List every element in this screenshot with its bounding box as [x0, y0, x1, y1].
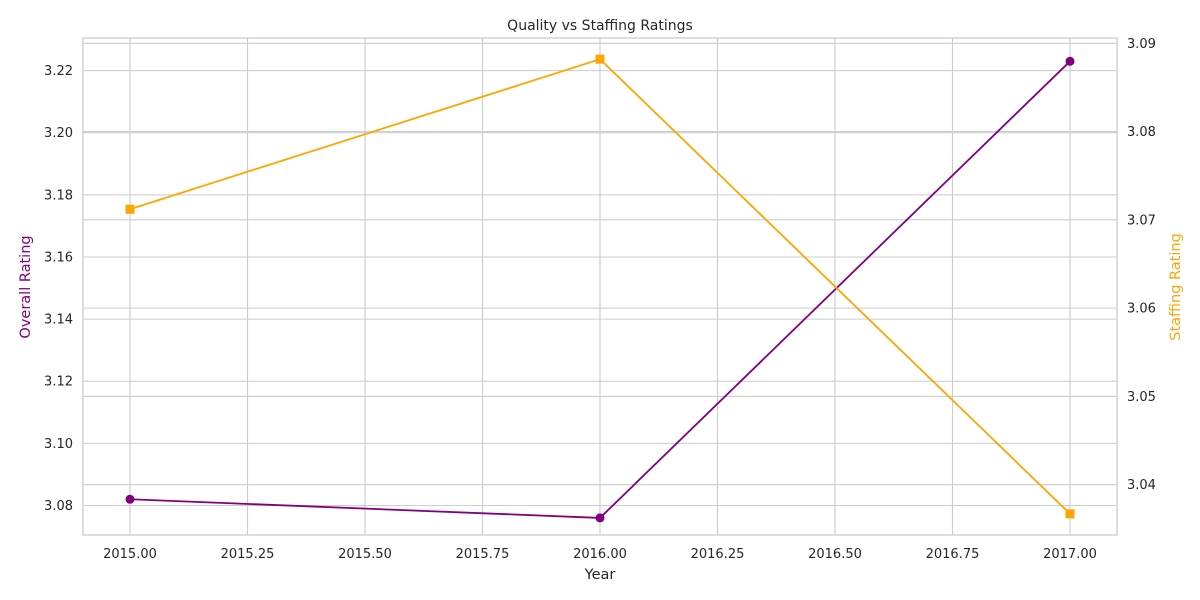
y-right-tick-label: 3.08 — [1127, 125, 1156, 140]
grid-layer — [83, 38, 1117, 535]
spine-layer — [82, 37, 1118, 536]
staffing-rating-point — [125, 204, 135, 214]
y-left-tick-label: 3.12 — [44, 375, 73, 390]
staffing-rating-point — [595, 54, 605, 64]
y-right-tick-label: 3.07 — [1127, 213, 1156, 228]
x-tick-label: 2016.25 — [691, 547, 745, 562]
y-left-tick-label: 3.22 — [44, 64, 73, 79]
chart-title: Quality vs Staffing Ratings — [507, 18, 693, 34]
x-axis-label: Year — [584, 567, 616, 583]
x-tick-label: 2015.50 — [338, 547, 392, 562]
overall-rating-point — [1065, 56, 1075, 66]
overall-rating-point — [125, 494, 135, 504]
y-left-tick-label: 3.16 — [44, 250, 73, 265]
y-right-tick-label: 3.05 — [1127, 390, 1156, 405]
y-axis-right-label: Staffing Rating — [1168, 233, 1184, 341]
x-tick-label: 2015.00 — [103, 547, 157, 562]
tick-layer: 2015.00 2015.25 2015.50 2015.75 2016.00 2016.… — [44, 37, 1156, 562]
y-axis-left-label: Overall Rating — [18, 235, 34, 338]
y-left-tick-label: 3.14 — [44, 313, 73, 328]
y-right-tick-label: 3.04 — [1127, 478, 1156, 493]
x-tick-label: 2015.25 — [221, 547, 275, 562]
x-tick-label: 2017.00 — [1043, 547, 1097, 562]
x-tick-label: 2015.75 — [456, 547, 510, 562]
y-left-tick-label: 3.18 — [44, 188, 73, 203]
y-right-tick-label: 3.06 — [1127, 302, 1156, 317]
y-left-tick-label: 3.08 — [44, 499, 73, 514]
y-left-tick-label: 3.20 — [44, 126, 73, 141]
x-tick-label: 2016.00 — [573, 547, 627, 562]
y-left-tick-label: 3.10 — [44, 437, 73, 452]
y-right-tick-label: 3.09 — [1127, 37, 1156, 52]
overall-rating-point — [595, 513, 605, 523]
plot-frame — [82, 37, 1118, 536]
x-tick-label: 2016.50 — [808, 547, 862, 562]
x-tick-label: 2016.75 — [926, 547, 980, 562]
series-layer — [125, 54, 1075, 523]
staffing-rating-point — [1065, 509, 1075, 519]
